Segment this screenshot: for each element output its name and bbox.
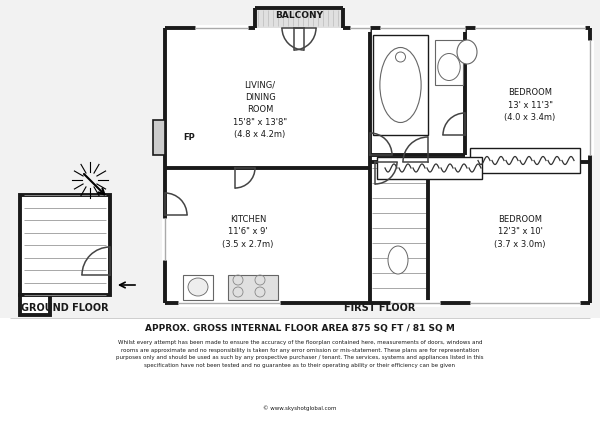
Text: BEDROOM
13' x 11'3"
(4.0 x 3.4m): BEDROOM 13' x 11'3" (4.0 x 3.4m) bbox=[505, 88, 556, 122]
Bar bbox=[377, 157, 482, 179]
Ellipse shape bbox=[188, 278, 208, 296]
Text: FIRST FLOOR: FIRST FLOOR bbox=[344, 303, 416, 313]
Bar bbox=[255, 8, 343, 28]
Text: © www.skyshotglobal.com: © www.skyshotglobal.com bbox=[263, 405, 337, 411]
Text: APPROX. GROSS INTERNAL FLOOR AREA 875 SQ FT / 81 SQ M: APPROX. GROSS INTERNAL FLOOR AREA 875 SQ… bbox=[145, 324, 455, 332]
Bar bbox=[165, 28, 590, 303]
Bar bbox=[20, 195, 110, 295]
Ellipse shape bbox=[438, 53, 460, 81]
Text: GROUND FLOOR: GROUND FLOOR bbox=[21, 303, 109, 313]
Text: Whilst every attempt has been made to ensure the accuracy of the floorplan conta: Whilst every attempt has been made to en… bbox=[116, 340, 484, 368]
Text: BEDROOM
12'3" x 10'
(3.7 x 3.0m): BEDROOM 12'3" x 10' (3.7 x 3.0m) bbox=[494, 215, 546, 249]
Bar bbox=[153, 120, 165, 155]
Bar bbox=[373, 35, 428, 135]
Text: FP: FP bbox=[183, 133, 195, 142]
Ellipse shape bbox=[457, 40, 477, 64]
Bar bbox=[0, 318, 600, 424]
Bar bbox=[470, 148, 580, 173]
Ellipse shape bbox=[380, 47, 421, 123]
Bar bbox=[20, 295, 50, 315]
Text: KITCHEN
11'6" x 9'
(3.5 x 2.7m): KITCHEN 11'6" x 9' (3.5 x 2.7m) bbox=[223, 215, 274, 249]
Text: LIVING/
DINING
ROOM
15'8" x 13'8"
(4.8 x 4.2m): LIVING/ DINING ROOM 15'8" x 13'8" (4.8 x… bbox=[233, 81, 287, 139]
Bar bbox=[183, 275, 213, 300]
Text: BALCONY: BALCONY bbox=[275, 11, 323, 20]
Bar bbox=[435, 40, 463, 85]
Bar bbox=[228, 275, 278, 300]
Ellipse shape bbox=[388, 246, 408, 274]
